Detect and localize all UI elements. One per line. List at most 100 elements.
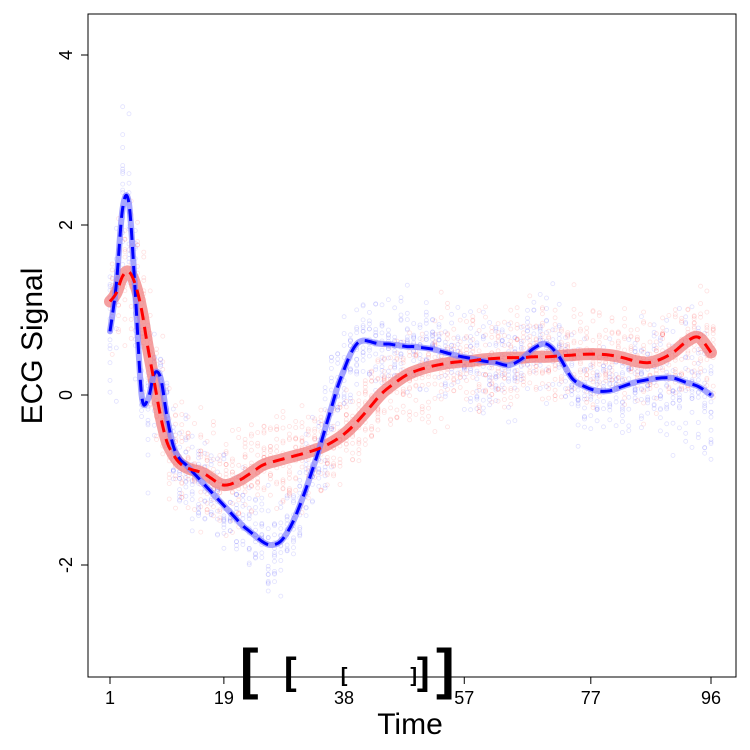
- blue-sample-point: [607, 365, 613, 371]
- blue-sample-point: [291, 539, 296, 545]
- red-sample-point: [223, 467, 229, 473]
- red-sample-point: [356, 391, 362, 397]
- red-sample-point: [210, 422, 216, 428]
- blue-sample-point: [385, 368, 391, 374]
- red-sample-point: [559, 394, 564, 400]
- blue-sample-point: [259, 532, 265, 538]
- blue-sample-point: [284, 546, 290, 552]
- blue-sample-point: [366, 371, 372, 377]
- red-sample-point: [615, 330, 621, 336]
- blue-sample-point: [145, 422, 151, 428]
- blue-sample-point: [695, 431, 701, 437]
- red-sample-point: [267, 472, 273, 478]
- blue-sample-point: [234, 491, 239, 497]
- blue-sample-point: [430, 336, 436, 342]
- red-sample-point: [248, 484, 254, 490]
- blue-sample-point: [183, 435, 189, 441]
- red-sample-point: [660, 315, 665, 321]
- blue-sample-point: [651, 401, 657, 407]
- blue-sample-point: [189, 516, 195, 522]
- red-sample-point: [210, 457, 216, 463]
- red-sample-point: [451, 346, 457, 352]
- blue-sample-point: [322, 485, 328, 491]
- blue-sample-point: [493, 324, 499, 330]
- blue-sample-point: [373, 330, 379, 335]
- red-sample-point: [255, 475, 261, 481]
- blue-sample-point: [417, 352, 423, 358]
- blue-sample-point: [215, 469, 220, 475]
- red-sample-point: [299, 435, 305, 441]
- blue-sample-point: [322, 482, 328, 488]
- blue-sample-point: [493, 342, 499, 348]
- blue-sample-point: [468, 395, 474, 401]
- red-sample-point: [286, 423, 292, 429]
- red-sample-point: [267, 444, 273, 449]
- red-sample-point: [369, 378, 375, 384]
- blue-sample-point: [183, 449, 189, 455]
- blue-sample-point: [569, 382, 575, 388]
- red-sample-point: [495, 387, 501, 392]
- blue-sample-point: [461, 374, 467, 380]
- red-sample-point: [229, 458, 235, 464]
- blue-sample-point: [335, 404, 341, 410]
- red-sample-point: [647, 382, 653, 388]
- blue-sample-point: [278, 526, 284, 531]
- blue-sample-point: [272, 558, 277, 564]
- blue-sample-point: [366, 326, 372, 332]
- blue-sample-point: [411, 358, 417, 364]
- red-sample-point: [286, 469, 292, 475]
- red-sample-point: [160, 333, 166, 339]
- blue-sample-point: [613, 376, 619, 382]
- blue-sample-point: [335, 351, 341, 357]
- blue-sample-point: [670, 388, 676, 394]
- red-sample-point: [305, 428, 311, 434]
- blue-sample-point: [354, 381, 360, 387]
- blue-sample-point: [208, 501, 214, 507]
- blue-sample-point: [423, 300, 429, 306]
- red-sample-point: [508, 343, 514, 349]
- red-sample-point: [438, 289, 444, 295]
- blue-sample-point: [120, 163, 126, 168]
- blue-sample-point: [512, 335, 518, 340]
- red-sample-point: [533, 324, 539, 330]
- red-sample-point: [501, 371, 507, 377]
- red-sample-point: [109, 267, 115, 273]
- red-sample-point: [109, 261, 115, 267]
- y-axis-title: ECG Signal: [16, 268, 49, 425]
- red-sample-point: [540, 381, 545, 387]
- red-sample-point: [375, 418, 381, 424]
- red-sample-point: [622, 336, 627, 342]
- red-sample-point: [464, 343, 469, 349]
- blue-sample-point: [525, 324, 530, 330]
- red-sample-point: [432, 374, 438, 380]
- blue-sample-point: [499, 342, 505, 348]
- blue-sample-point: [379, 320, 385, 326]
- blue-sample-point: [373, 366, 379, 372]
- red-sample-point: [261, 428, 267, 434]
- red-sample-point: [565, 332, 571, 338]
- red-sample-point: [521, 345, 526, 351]
- blue-sample-point: [272, 521, 277, 527]
- red-sample-point: [679, 370, 684, 376]
- blue-sample-point: [442, 380, 448, 386]
- blue-sample-point: [689, 409, 695, 415]
- red-sample-point: [305, 426, 311, 432]
- red-sample-point: [274, 448, 280, 454]
- red-sample-point: [615, 329, 621, 335]
- blue-sample-point: [512, 369, 518, 375]
- red-sample-point: [426, 374, 431, 380]
- blue-sample-point: [601, 366, 606, 372]
- blue-sample-point: [297, 525, 303, 530]
- blue-sample-point: [499, 329, 505, 335]
- red-sample-point: [331, 463, 337, 469]
- blue-sample-point: [480, 336, 486, 342]
- red-sample-point: [501, 397, 507, 402]
- red-sample-point: [343, 417, 349, 423]
- blue-sample-point: [620, 363, 625, 369]
- blue-sample-point: [670, 420, 676, 426]
- y-tick-label: 2: [56, 220, 76, 230]
- blue-sample-point: [499, 327, 505, 333]
- blue-sample-point: [240, 512, 246, 518]
- blue-sample-point: [253, 496, 258, 502]
- blue-sample-point: [601, 380, 606, 386]
